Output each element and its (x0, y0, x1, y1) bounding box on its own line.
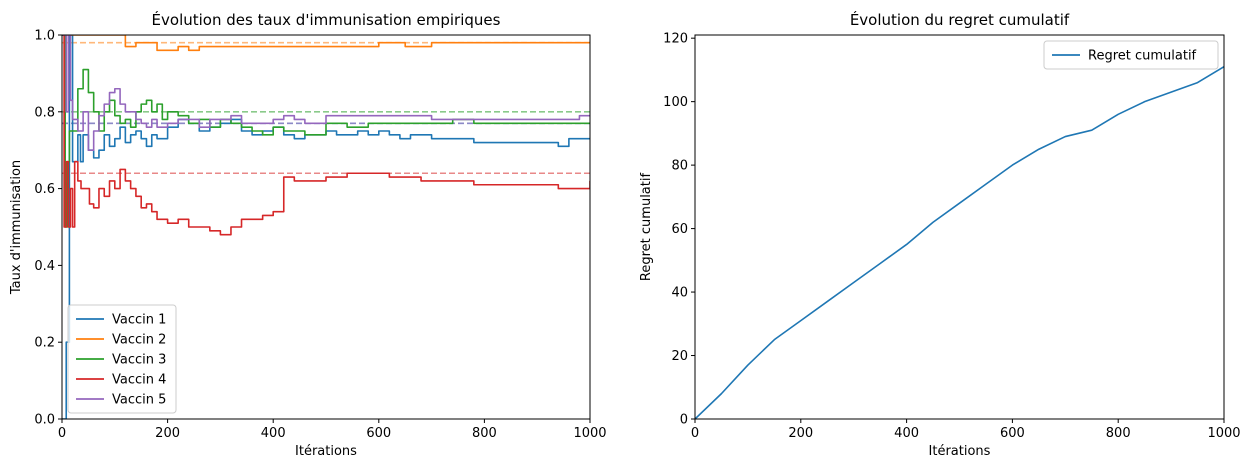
legend-entry: Vaccin 3 (112, 353, 166, 368)
x-tick-label: 1000 (1207, 426, 1240, 441)
legend-entry: Vaccin 1 (112, 313, 166, 328)
x-tick-label: 200 (788, 426, 813, 441)
series-line (62, 35, 590, 419)
y-tick-label: 60 (671, 222, 688, 237)
legend-box (67, 304, 177, 414)
series-line (62, 35, 590, 52)
cumulative-regret-chart: Évolution du regret cumulatif 0 200 400 600… (639, 10, 1241, 459)
y-tick-label: 100 (663, 95, 688, 110)
y-axis-label: Taux d'immunisation (9, 160, 24, 295)
y-tick-label: 0.2 (34, 336, 55, 351)
legend-entry: Vaccin 4 (112, 373, 166, 388)
immunisation-rates-chart: Évolution des taux d'immunisation empiri… (9, 10, 607, 459)
x-tick-label: 400 (261, 426, 286, 441)
series-line (62, 35, 590, 228)
y-axis-label: Regret cumulatif (639, 173, 654, 282)
y-tick-label: 0.0 (34, 413, 55, 428)
plot-frame (694, 34, 1225, 420)
y-tick-label: 0.4 (34, 259, 55, 274)
series-lines (62, 35, 590, 419)
legend: Vaccin 1 Vaccin 2 Vaccin 3 Vaccin 4 Vaccin 5 (67, 304, 177, 414)
legend-entry: Vaccin 2 (112, 333, 166, 348)
legend-box (1043, 40, 1219, 70)
plot-frame (61, 34, 591, 420)
series-lines (695, 66, 1224, 419)
x-tick-label: 600 (1000, 426, 1025, 441)
y-tick-label: 0.6 (34, 182, 55, 197)
y-axis-ticks: 0.0 0.2 0.4 0.6 0.8 1.0 (34, 29, 62, 428)
y-tick-label: 40 (671, 286, 688, 301)
y-tick-label: 120 (663, 32, 688, 47)
x-tick-label: 600 (366, 426, 391, 441)
legend-entry: Regret cumulatif (1088, 49, 1197, 64)
y-tick-label: 1.0 (34, 29, 55, 44)
y-tick-label: 20 (671, 349, 688, 364)
x-tick-label: 0 (58, 426, 66, 441)
x-tick-label: 800 (1106, 426, 1131, 441)
series-line (62, 35, 590, 236)
x-tick-label: 800 (472, 426, 497, 441)
x-axis-label: Itérations (929, 444, 991, 459)
series-line (695, 66, 1224, 419)
y-tick-label: 0 (680, 413, 688, 428)
y-tick-label: 80 (671, 159, 688, 174)
x-tick-label: 200 (155, 426, 180, 441)
x-axis-label: Itérations (295, 444, 357, 459)
x-axis-ticks: 0 200 400 600 800 1000 (691, 419, 1241, 441)
y-tick-label: 0.8 (34, 105, 55, 120)
x-tick-label: 0 (691, 426, 699, 441)
y-axis-ticks: 0 20 40 60 80 100 120 (663, 32, 695, 428)
series-line (62, 35, 590, 151)
chart-title: Évolution des taux d'immunisation empiri… (152, 10, 501, 29)
chart-title: Évolution du regret cumulatif (850, 10, 1070, 29)
x-tick-label: 400 (894, 426, 919, 441)
legend: Regret cumulatif (1043, 40, 1219, 70)
legend-entry: Vaccin 5 (112, 393, 166, 408)
x-tick-label: 1000 (573, 426, 606, 441)
x-axis-ticks: 0 200 400 600 800 1000 (58, 419, 607, 441)
